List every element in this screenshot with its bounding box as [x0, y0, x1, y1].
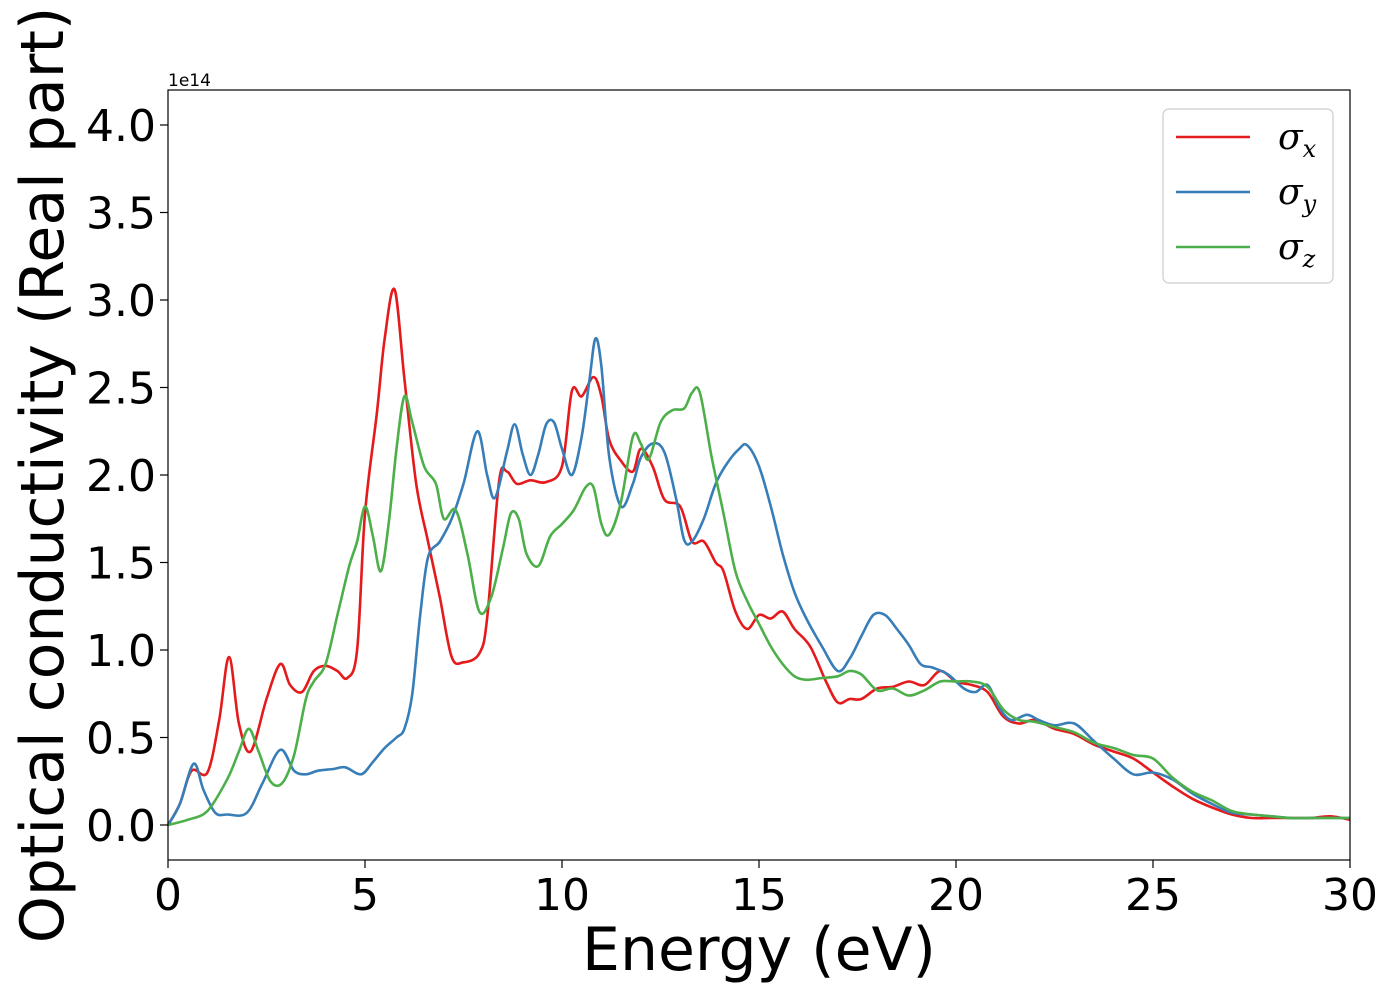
y-tick-label: 0.5	[86, 714, 156, 765]
legend-label-z: σz	[1278, 227, 1316, 273]
legend-box	[1162, 108, 1334, 284]
x-tick-label: 15	[731, 870, 787, 921]
series-line-y	[166, 337, 1350, 826]
y-tick-label: 2.5	[86, 364, 156, 415]
x-tick-label: 0	[154, 870, 182, 921]
x-tick-label: 20	[928, 870, 984, 921]
legend-label-y: σy	[1278, 172, 1317, 218]
x-tick-label: 30	[1322, 870, 1378, 921]
y-tick-label: 0.0	[86, 801, 156, 852]
y-tick-label: 2.0	[86, 451, 156, 502]
y-tick-label: 1.5	[86, 539, 156, 590]
y-offset-label: 1e14	[168, 71, 211, 91]
legend: σx σy σz	[1162, 108, 1334, 284]
y-tick-label: 4.0	[86, 101, 156, 152]
x-tick-label: 10	[534, 870, 590, 921]
y-tick-label: 1.0	[86, 626, 156, 677]
x-tick-label: 5	[351, 870, 379, 921]
y-axis-label: Optical conductivity (Real part)	[8, 7, 78, 944]
series-line-x	[166, 287, 1351, 826]
axis-ticks: 0 5 10 15 20 25 30 0.0 0.5 1.0 1.5 2.0 2.5 3.0 3.5 4.0	[86, 101, 1378, 921]
y-tick-label: 3.5	[86, 189, 156, 240]
x-axis-label: Energy (eV)	[582, 915, 936, 985]
y-tick-label: 3.0	[86, 276, 156, 327]
plot-lines	[166, 287, 1351, 827]
legend-label-x: σx	[1278, 117, 1317, 163]
x-tick-label: 25	[1125, 870, 1181, 921]
series-line-z	[167, 386, 1350, 827]
